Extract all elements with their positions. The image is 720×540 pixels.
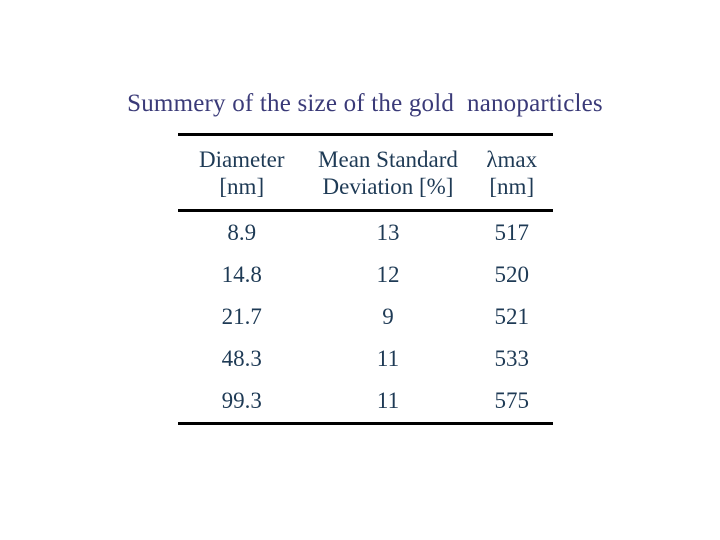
cell-diameter: 14.8 (221, 262, 262, 287)
header-cell-diameter: Diameter [nm] (178, 146, 306, 200)
table-row: 99.3 11 575 (178, 380, 553, 422)
cell-lambda-max: 521 (494, 304, 530, 329)
cell-deviation: 11 (376, 346, 400, 371)
table-body: 8.9 13 517 14.8 12 520 21.7 9 521 48.3 1… (178, 212, 553, 422)
header-diameter-line2: [nm] (219, 173, 265, 199)
cell-deviation: 9 (382, 304, 394, 329)
cell-diameter: 48.3 (221, 346, 262, 371)
cell-diameter: 21.7 (221, 304, 262, 329)
table-row: 21.7 9 521 (178, 296, 553, 338)
cell-lambda-max: 520 (494, 262, 530, 287)
header-deviation-line2: Deviation [%] (322, 173, 454, 199)
cell-diameter: 8.9 (227, 220, 257, 245)
table-top-rule (178, 133, 553, 136)
table-header-rule (178, 209, 553, 212)
table-row: 8.9 13 517 (178, 212, 553, 254)
cell-lambda-max: 517 (494, 220, 530, 245)
table-header-row: Diameter [nm] Mean Standard Deviation [%… (178, 136, 553, 209)
table-bottom-rule (178, 422, 553, 425)
header-cell-lambda-max: λmax [nm] (471, 146, 554, 200)
cell-lambda-max: 575 (494, 388, 530, 413)
header-cell-mean-standard-deviation: Mean Standard Deviation [%] (306, 146, 471, 200)
header-diameter-line1: Diameter (198, 146, 285, 172)
cell-deviation: 11 (376, 388, 400, 413)
cell-deviation: 12 (376, 262, 400, 287)
cell-diameter: 99.3 (221, 388, 262, 413)
cell-lambda-max: 533 (494, 346, 530, 371)
nanoparticle-summary-table: Diameter [nm] Mean Standard Deviation [%… (178, 133, 553, 425)
table-row: 14.8 12 520 (178, 254, 553, 296)
header-lambda-line1: λmax (486, 146, 538, 172)
cell-deviation: 13 (376, 220, 400, 245)
slide-title: Summery of the size of the gold nanopart… (127, 90, 603, 117)
header-deviation-line1: Mean Standard (318, 146, 458, 172)
table-row: 48.3 11 533 (178, 338, 553, 380)
header-lambda-line2: [nm] (489, 173, 535, 199)
